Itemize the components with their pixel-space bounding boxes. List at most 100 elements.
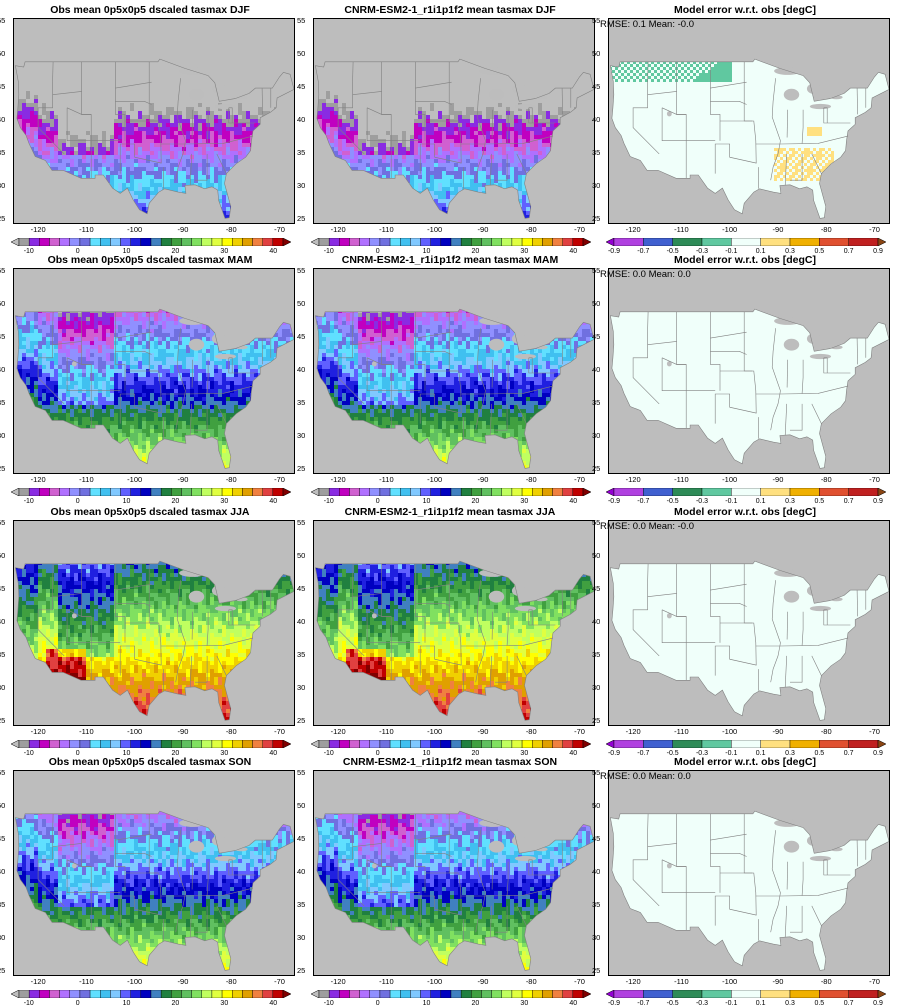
lat-tick-label: 25 (0, 465, 9, 473)
colorbar-max-arrow (283, 238, 291, 246)
temperature-colorbar (311, 488, 591, 496)
colorbar-label: 0 (66, 1000, 90, 1007)
colorbar-min-arrow (11, 238, 19, 246)
lon-tick-label: -110 (71, 727, 101, 736)
colorbar-segment (761, 740, 790, 748)
lat-tick-label: 55 (297, 267, 309, 275)
map-canvas (14, 19, 294, 223)
lat-tick-label: 35 (0, 651, 9, 659)
lon-tick-label: -100 (120, 225, 150, 234)
map-area (13, 268, 295, 474)
panel-title: Model error w.r.t. obs [degC] (600, 506, 890, 518)
colorbar-min-arrow (11, 740, 19, 748)
colorbar-segment (400, 488, 410, 496)
lon-tick-label: -80 (811, 977, 841, 986)
colorbar-label: -0.5 (661, 1000, 685, 1007)
lon-tick-label: -80 (216, 727, 246, 736)
lat-tick-label: 45 (592, 83, 604, 91)
colorbar-max-arrow (583, 238, 591, 246)
map-area (13, 18, 295, 224)
colorbar-segment (329, 740, 339, 748)
colorbar-label: 20 (463, 1000, 487, 1007)
colorbar-max-arrow (283, 990, 291, 998)
colorbar-label: -0.9 (602, 1000, 626, 1007)
lon-tick-label: -120 (618, 977, 648, 986)
lon-tick-label: -80 (811, 727, 841, 736)
colorbar-segment (80, 238, 90, 246)
lat-tick-label: 30 (297, 182, 309, 190)
lon-tick-label: -120 (23, 475, 53, 484)
lon-tick-label: -70 (860, 475, 890, 484)
lat-tick-label: 30 (297, 684, 309, 692)
colorbar-label: 40 (561, 498, 585, 505)
colorbar-segment (90, 990, 100, 998)
colorbar-segment (253, 238, 263, 246)
colorbar-segment (761, 238, 790, 246)
lat-tick-label: 35 (0, 901, 9, 909)
colorbar-segment (410, 990, 420, 998)
colorbar-label: 0.9 (866, 498, 890, 505)
colorbar-segment (421, 990, 431, 998)
colorbar-segment (192, 990, 202, 998)
colorbar-segment (171, 740, 181, 748)
colorbar-segment (370, 990, 380, 998)
colorbar-label: -10 (17, 498, 41, 505)
colorbar-segment (100, 488, 110, 496)
colorbar-segment (512, 740, 522, 748)
panel-title: Model error w.r.t. obs [degC] (600, 254, 890, 266)
colorbar-segment (522, 990, 532, 998)
lon-tick-label: -90 (468, 225, 498, 234)
error-colorbar (606, 238, 886, 246)
colorbar-segment (390, 990, 400, 998)
colorbar-segment (181, 990, 191, 998)
colorbar-segment (553, 238, 563, 246)
colorbar-segment (380, 990, 390, 998)
colorbar-segment (553, 740, 563, 748)
colorbar-segment (673, 488, 702, 496)
colorbar-segment (90, 488, 100, 496)
lon-tick-label: -80 (516, 475, 546, 484)
lon-tick-label: -90 (763, 727, 793, 736)
lat-tick-label: 25 (297, 967, 309, 975)
colorbar-segment (121, 488, 131, 496)
lon-tick-label: -80 (516, 727, 546, 736)
colorbar-segment (614, 990, 643, 998)
colorbar-max-arrow (583, 740, 591, 748)
map-area (313, 770, 595, 976)
lon-tick-label: -70 (265, 727, 295, 736)
lat-tick-label: 45 (0, 333, 9, 341)
colorbar-segment (222, 488, 232, 496)
colorbar-segment (441, 740, 451, 748)
colorbar-segment (60, 990, 70, 998)
colorbar-segment (29, 740, 39, 748)
colorbar-segment (100, 238, 110, 246)
lat-tick-label: 45 (592, 835, 604, 843)
lat-tick-label: 30 (0, 934, 9, 942)
lon-tick-label: -70 (265, 225, 295, 234)
colorbar-segment (573, 740, 583, 748)
colorbar-segment (849, 740, 878, 748)
colorbar-segment (502, 740, 512, 748)
lat-tick-label: 40 (592, 618, 604, 626)
colorbar-segment (553, 488, 563, 496)
lat-tick-label: 45 (0, 585, 9, 593)
colorbar-segment (273, 488, 283, 496)
colorbar-segment (542, 740, 552, 748)
lat-tick-label: 45 (592, 585, 604, 593)
colorbar-segment (232, 238, 242, 246)
colorbar-segment (512, 238, 522, 246)
lon-tick-label: -90 (468, 475, 498, 484)
colorbar-segment (329, 488, 339, 496)
colorbar-segment (790, 740, 819, 748)
colorbar-label: 0.5 (807, 498, 831, 505)
map-canvas (314, 19, 594, 223)
colorbar-segment (390, 740, 400, 748)
colorbar-min-arrow (311, 740, 319, 748)
lon-tick-label: -120 (618, 475, 648, 484)
lon-tick-label: -90 (168, 225, 198, 234)
colorbar-segment (532, 990, 542, 998)
colorbar-label: 0.7 (837, 498, 861, 505)
colorbar-segment (329, 238, 339, 246)
colorbar-label: -0.1 (719, 1000, 743, 1007)
